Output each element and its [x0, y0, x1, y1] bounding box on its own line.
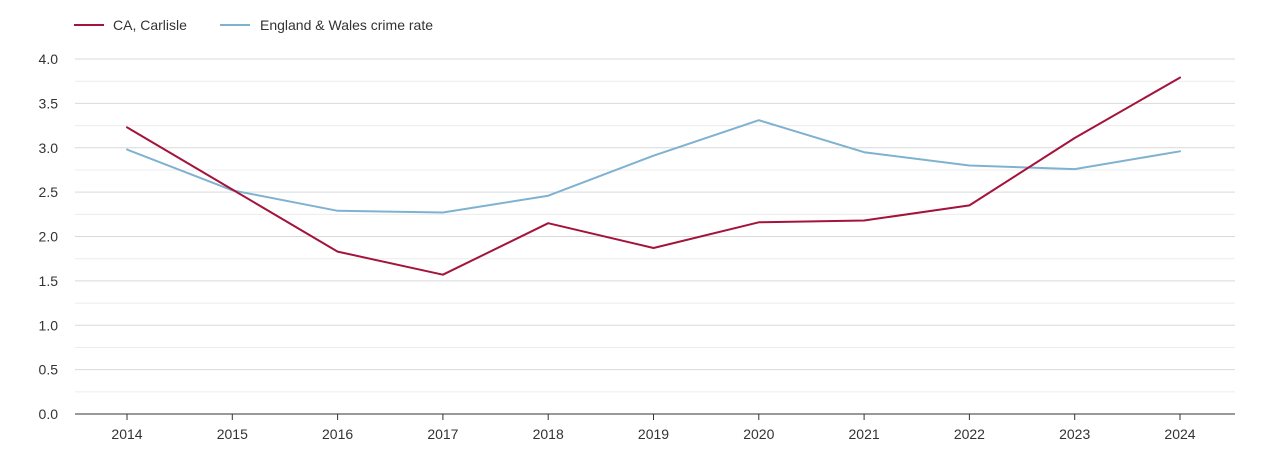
series-line-england-wales: [126, 119, 1181, 214]
legend-label-ca-carlisle: CA, Carlisle: [113, 17, 187, 33]
y-axis-tick-labels: 0.0 0.5 1.0 1.5 2.0 2.5 3.0 3.5 4.0: [39, 51, 59, 422]
x-tick-label: 2022: [954, 426, 985, 442]
x-tick-label: 2024: [1164, 426, 1195, 442]
x-tick-label: 2014: [111, 426, 142, 442]
series-group: [126, 76, 1181, 276]
y-tick-label: 4.0: [39, 51, 59, 67]
x-tick-label: 2018: [533, 426, 564, 442]
y-tick-label: 2.0: [39, 229, 59, 245]
grid-lines: [75, 58, 1235, 393]
series-line-ca-carlisle: [126, 76, 1181, 276]
y-tick-label: 0.0: [39, 406, 59, 422]
x-axis: 2014 2015 2016 2017 2018 2019 2020 2021 2022 2023…: [75, 413, 1235, 442]
y-tick-label: 0.5: [39, 362, 59, 378]
x-tick-label: 2015: [217, 426, 248, 442]
x-tick-label: 2017: [427, 426, 458, 442]
y-tick-label: 3.0: [39, 140, 59, 156]
y-tick-label: 1.0: [39, 317, 59, 333]
y-tick-label: 3.5: [39, 95, 59, 111]
y-tick-label: 2.5: [39, 184, 59, 200]
x-tick-label: 2023: [1059, 426, 1090, 442]
x-tick-label: 2019: [638, 426, 669, 442]
y-tick-label: 1.5: [39, 273, 59, 289]
x-tick-label: 2016: [322, 426, 353, 442]
x-tick-label: 2021: [849, 426, 880, 442]
x-tick-label: 2020: [743, 426, 774, 442]
legend-label-england-wales: England & Wales crime rate: [260, 17, 433, 33]
legend: CA, Carlisle England & Wales crime rate: [74, 17, 433, 33]
